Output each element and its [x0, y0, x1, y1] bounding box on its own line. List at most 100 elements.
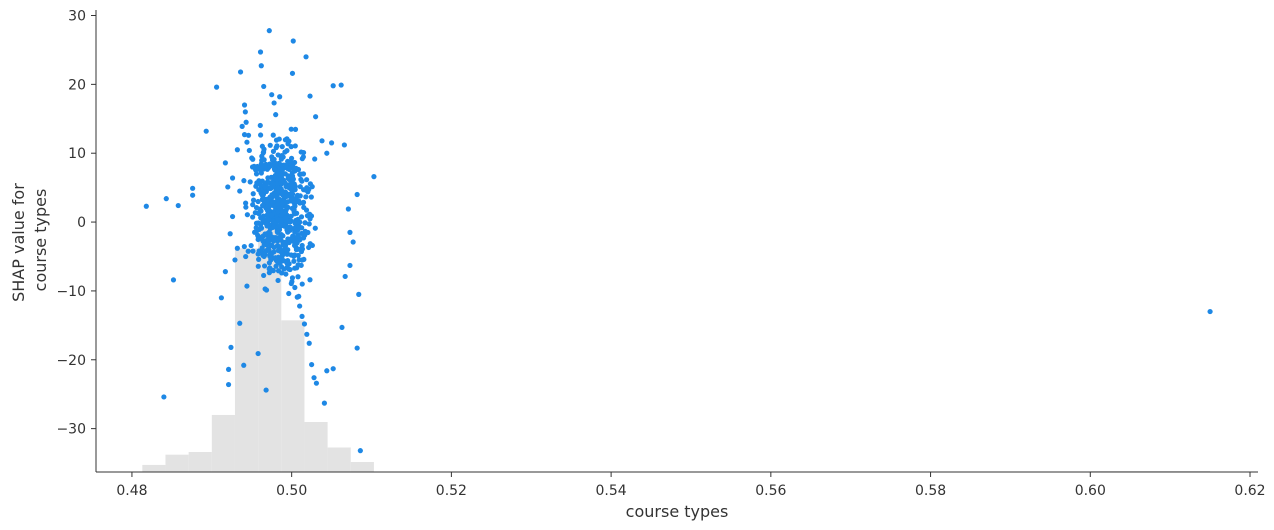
data-point	[243, 200, 249, 206]
data-point	[297, 219, 303, 225]
y-axis-title-line-2: course types	[31, 189, 50, 292]
data-point	[265, 237, 272, 243]
data-point	[267, 265, 273, 271]
data-point	[241, 243, 247, 250]
histogram-bar	[234, 248, 259, 472]
y-tick-label: −10	[56, 284, 86, 300]
data-point	[294, 227, 300, 233]
data-point	[279, 270, 285, 276]
data-point	[268, 212, 275, 218]
y-axis-title-line-1: SHAP value for	[9, 183, 28, 302]
data-point	[292, 252, 298, 258]
data-point	[275, 259, 281, 265]
ticks: 0.48 0.50 0.52 0.54 0.56 0.58 0.60 0.62 −30 −20 −1…	[56, 9, 1265, 499]
x-tick-label: 0.54	[596, 483, 627, 499]
data-point	[291, 258, 297, 264]
y-tick-label: 10	[68, 146, 86, 162]
data-point	[290, 38, 296, 44]
data-point	[260, 238, 266, 244]
data-point	[255, 198, 261, 205]
data-point	[299, 230, 305, 237]
data-point	[371, 174, 377, 180]
data-point	[286, 290, 292, 297]
data-point	[244, 283, 250, 289]
data-point	[170, 277, 177, 283]
data-point	[354, 191, 360, 198]
histogram-bar	[304, 421, 328, 472]
data-point	[269, 154, 275, 160]
data-point	[283, 162, 289, 169]
data-point	[270, 148, 277, 154]
data-point	[258, 132, 264, 138]
data-point	[278, 248, 284, 255]
data-point	[264, 242, 270, 248]
data-point	[286, 261, 292, 267]
data-point	[1207, 308, 1213, 315]
data-point	[266, 28, 272, 34]
data-point	[263, 387, 269, 393]
data-point	[250, 202, 256, 208]
data-point	[272, 167, 278, 173]
data-point	[284, 218, 290, 224]
data-point	[347, 262, 353, 269]
x-tick-label: 0.60	[1075, 483, 1106, 499]
data-point	[203, 128, 209, 134]
data-point	[288, 159, 294, 165]
data-point	[277, 94, 283, 100]
data-point	[281, 266, 287, 272]
data-point	[270, 161, 276, 167]
data-point	[262, 163, 268, 169]
x-tick-label: 0.58	[915, 483, 946, 499]
histogram	[142, 227, 1211, 472]
data-point	[239, 123, 245, 129]
data-point	[263, 287, 270, 293]
data-point	[241, 178, 247, 184]
histogram-bar	[327, 447, 351, 472]
data-point	[258, 63, 264, 69]
data-point	[227, 231, 233, 237]
data-point	[304, 177, 310, 183]
histogram-bar	[350, 461, 374, 472]
data-point	[257, 49, 264, 55]
axes	[95, 10, 1258, 473]
data-point	[309, 361, 315, 368]
data-point	[288, 186, 294, 192]
data-point	[225, 366, 232, 373]
data-point	[288, 155, 295, 161]
data-point	[268, 174, 274, 180]
y-tick-label: −20	[56, 353, 86, 369]
histogram-bar	[188, 451, 212, 472]
data-point	[307, 241, 313, 247]
data-point	[307, 181, 313, 187]
data-point	[243, 119, 249, 125]
data-point	[257, 122, 263, 129]
data-point	[277, 223, 283, 229]
data-point	[276, 227, 283, 233]
data-point	[342, 273, 348, 280]
data-point	[234, 147, 240, 153]
data-point	[294, 192, 301, 198]
y-axis-title: SHAP value for course types	[9, 178, 50, 302]
data-point	[295, 262, 301, 268]
data-point	[279, 252, 286, 258]
data-point	[345, 206, 351, 212]
data-point	[313, 380, 320, 386]
data-point	[245, 248, 251, 254]
data-point	[259, 153, 265, 159]
data-point	[298, 149, 304, 155]
data-point	[279, 144, 285, 150]
data-point	[288, 144, 294, 150]
data-point	[356, 291, 362, 297]
data-point	[307, 93, 313, 99]
data-point	[254, 180, 260, 186]
data-point	[299, 281, 305, 287]
data-point	[242, 109, 248, 115]
data-point	[244, 212, 250, 218]
data-point	[218, 295, 224, 301]
data-point	[259, 178, 265, 184]
data-point	[298, 214, 305, 220]
data-point	[303, 54, 309, 60]
data-point	[213, 84, 220, 90]
data-point	[272, 172, 278, 179]
data-point	[339, 324, 345, 331]
